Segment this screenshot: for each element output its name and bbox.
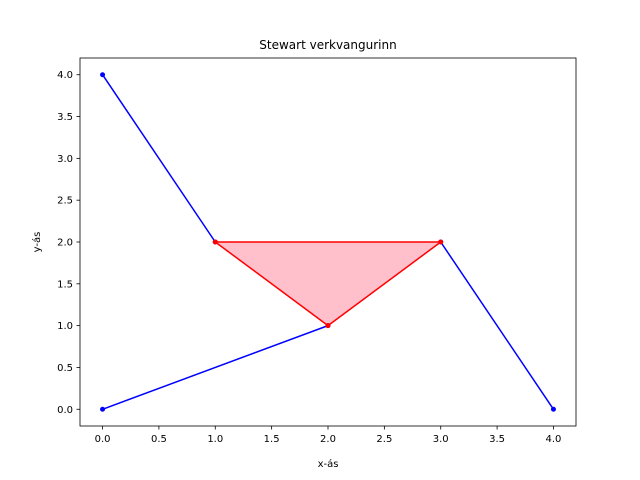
y-tick-label-6: 3.0 [57, 154, 73, 165]
plot-area [100, 72, 556, 412]
y-tick-label-8: 4.0 [57, 70, 73, 81]
y-tick-label-5: 2.5 [57, 196, 73, 207]
x-tick-label-6: 3.0 [433, 434, 449, 445]
platform-point-2 [438, 239, 444, 245]
x-tick-label-7: 3.5 [489, 434, 505, 445]
x-axis-label: x-ás [318, 458, 339, 470]
x-tick-label-5: 2.5 [376, 434, 392, 445]
leg-line-2 [440, 241, 555, 410]
x-tick-label-0: 0.0 [95, 434, 111, 445]
x-tick-label-4: 2.0 [320, 434, 336, 445]
platform-edge-1 [327, 241, 442, 327]
y-tick-label-1: 0.5 [57, 363, 73, 374]
x-tick-label-3: 1.5 [264, 434, 280, 445]
y-tick-label-3: 1.5 [57, 279, 73, 290]
platform-edge-0 [214, 241, 329, 327]
x-tick-label-2: 1.0 [207, 434, 223, 445]
y-tick-label-7: 3.5 [57, 112, 73, 123]
platform-fill [215, 242, 441, 326]
y-axis-label: y-ás [31, 232, 43, 253]
platform-point-0 [212, 239, 218, 245]
leg-point-1-0 [100, 72, 106, 78]
axis-ticks: 0.0 0.5 1.0 1.5 2.0 2.5 3.0 3.5 4.0 0.0 0.5 1.0 1.5 2… [57, 70, 561, 445]
y-tick-label-4: 2.0 [57, 238, 73, 249]
platform-point-1 [325, 323, 331, 329]
leg-line-1 [101, 74, 216, 243]
y-tick-label-0: 0.0 [57, 405, 73, 416]
x-tick-label-8: 4.0 [546, 434, 562, 445]
leg-point-0-0 [100, 406, 106, 412]
leg-point-2-0 [550, 406, 556, 412]
leg-line-0 [102, 324, 329, 410]
y-tick-label-2: 1.0 [57, 321, 73, 332]
x-tick-label-1: 0.5 [151, 434, 167, 445]
chart-title: Stewart verkvangurinn [259, 38, 396, 52]
